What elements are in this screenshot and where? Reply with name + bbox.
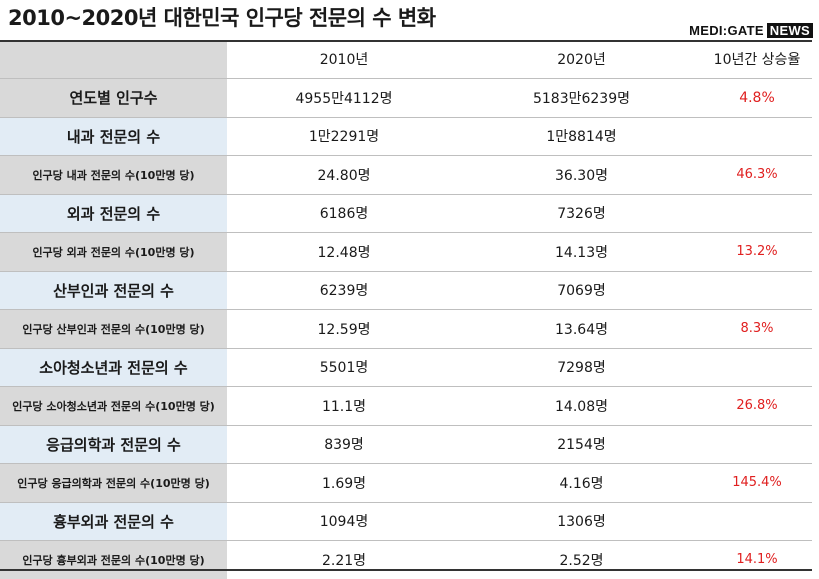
table-row: 응급의학과 전문의 수 839명 2154명 [0, 424, 812, 464]
growth-rate: 14.1% [702, 540, 812, 579]
value-2020: 14.13명 [461, 232, 702, 271]
growth-rate [702, 424, 812, 464]
table-row: 인구당 응급의학과 전문의 수(10만명 당) 1.69명 4.16명 145.… [0, 463, 812, 502]
value-2020: 4.16명 [461, 463, 702, 502]
value-2010: 5501명 [227, 347, 461, 387]
row-label: 인구당 내과 전문의 수(10만명 당) [0, 155, 227, 194]
row-label: 내과 전문의 수 [0, 116, 227, 156]
row-label: 인구당 외과 전문의 수(10만명 당) [0, 232, 227, 271]
table-row: 소아청소년과 전문의 수 5501명 7298명 [0, 347, 812, 387]
row-label: 인구당 응급의학과 전문의 수(10만명 당) [0, 463, 227, 502]
value-2020: 7298명 [461, 347, 702, 387]
growth-rate [702, 347, 812, 387]
value-2010: 2.21명 [227, 540, 461, 579]
value-2020: 7069명 [461, 270, 702, 310]
table-row: 인구당 외과 전문의 수(10만명 당) 12.48명 14.13명 13.2% [0, 232, 812, 271]
row-label: 산부인과 전문의 수 [0, 270, 227, 310]
row-label: 외과 전문의 수 [0, 193, 227, 233]
medigate-news-logo: MEDI:GATE NEWS [689, 23, 813, 38]
value-2010: 1.69명 [227, 463, 461, 502]
table-top-rule [0, 40, 812, 42]
value-2020: 1만8814명 [461, 116, 702, 156]
row-label: 연도별 인구수 [0, 78, 227, 117]
value-2010: 12.59명 [227, 309, 461, 348]
table-row: 인구당 흉부외과 전문의 수(10만명 당) 2.21명 2.52명 14.1% [0, 540, 812, 579]
value-2020: 1306명 [461, 501, 702, 541]
table-header-row: 2010년 2020년 10년간 상승율 [0, 40, 812, 79]
value-2020: 5183만6239명 [461, 78, 702, 117]
page-title: 2010~2020년 대한민국 인구당 전문의 수 변화 [8, 6, 436, 30]
header-2020: 2020년 [461, 40, 702, 79]
value-2020: 36.30명 [461, 155, 702, 194]
value-2020: 14.08명 [461, 386, 702, 425]
growth-rate: 8.3% [702, 309, 812, 348]
table-row: 흉부외과 전문의 수 1094명 1306명 [0, 501, 812, 541]
value-2010: 6186명 [227, 193, 461, 233]
growth-rate: 26.8% [702, 386, 812, 425]
row-label: 인구당 산부인과 전문의 수(10만명 당) [0, 309, 227, 348]
table-row: 외과 전문의 수 6186명 7326명 [0, 193, 812, 233]
specialist-table: 2010년 2020년 10년간 상승율 연도별 인구수 4955만4112명 … [0, 40, 812, 579]
table-bottom-rule [0, 569, 812, 571]
value-2010: 839명 [227, 424, 461, 464]
growth-rate: 13.2% [702, 232, 812, 271]
table-row: 인구당 산부인과 전문의 수(10만명 당) 12.59명 13.64명 8.3… [0, 309, 812, 348]
table-row: 연도별 인구수 4955만4112명 5183만6239명 4.8% [0, 78, 812, 117]
header-2010: 2010년 [227, 40, 461, 79]
row-label: 소아청소년과 전문의 수 [0, 347, 227, 387]
value-2020: 13.64명 [461, 309, 702, 348]
row-label: 흉부외과 전문의 수 [0, 501, 227, 541]
logo-medi-text: MEDI:GATE [689, 23, 764, 38]
table-row: 인구당 소아청소년과 전문의 수(10만명 당) 11.1명 14.08명 26… [0, 386, 812, 425]
growth-rate [702, 501, 812, 541]
value-2020: 2154명 [461, 424, 702, 464]
row-label: 응급의학과 전문의 수 [0, 424, 227, 464]
table-row: 인구당 내과 전문의 수(10만명 당) 24.80명 36.30명 46.3% [0, 155, 812, 194]
value-2010: 4955만4112명 [227, 78, 461, 117]
table-row: 내과 전문의 수 1만2291명 1만8814명 [0, 116, 812, 156]
table-row: 산부인과 전문의 수 6239명 7069명 [0, 270, 812, 310]
row-label: 인구당 흉부외과 전문의 수(10만명 당) [0, 540, 227, 579]
growth-rate: 145.4% [702, 463, 812, 502]
growth-rate: 46.3% [702, 155, 812, 194]
value-2010: 24.80명 [227, 155, 461, 194]
value-2010: 1만2291명 [227, 116, 461, 156]
value-2010: 1094명 [227, 501, 461, 541]
value-2010: 11.1명 [227, 386, 461, 425]
row-label: 인구당 소아청소년과 전문의 수(10만명 당) [0, 386, 227, 425]
header-rate: 10년간 상승율 [702, 40, 812, 79]
value-2010: 6239명 [227, 270, 461, 310]
header-label-cell [0, 40, 227, 79]
growth-rate [702, 116, 812, 156]
value-2010: 12.48명 [227, 232, 461, 271]
growth-rate [702, 193, 812, 233]
growth-rate [702, 270, 812, 310]
growth-rate: 4.8% [702, 78, 812, 117]
value-2020: 2.52명 [461, 540, 702, 579]
value-2020: 7326명 [461, 193, 702, 233]
logo-news-badge: NEWS [766, 23, 813, 38]
